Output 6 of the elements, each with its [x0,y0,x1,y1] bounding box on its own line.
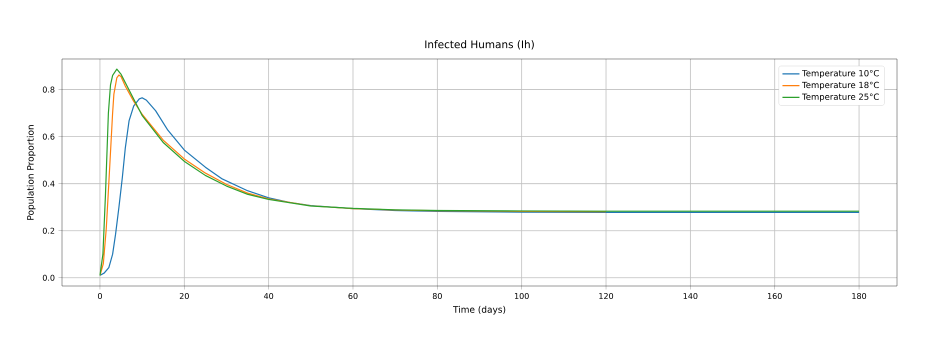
x-axis-title: Time (days) [452,306,506,315]
legend-label: Temperature 10°C [802,70,879,78]
legend-label: Temperature 18°C [802,82,879,90]
y-axis-title: Population Proportion [26,125,36,220]
chart-title: Infected Humans (Ih) [425,40,534,50]
legend-label: Temperature 25°C [802,94,879,102]
